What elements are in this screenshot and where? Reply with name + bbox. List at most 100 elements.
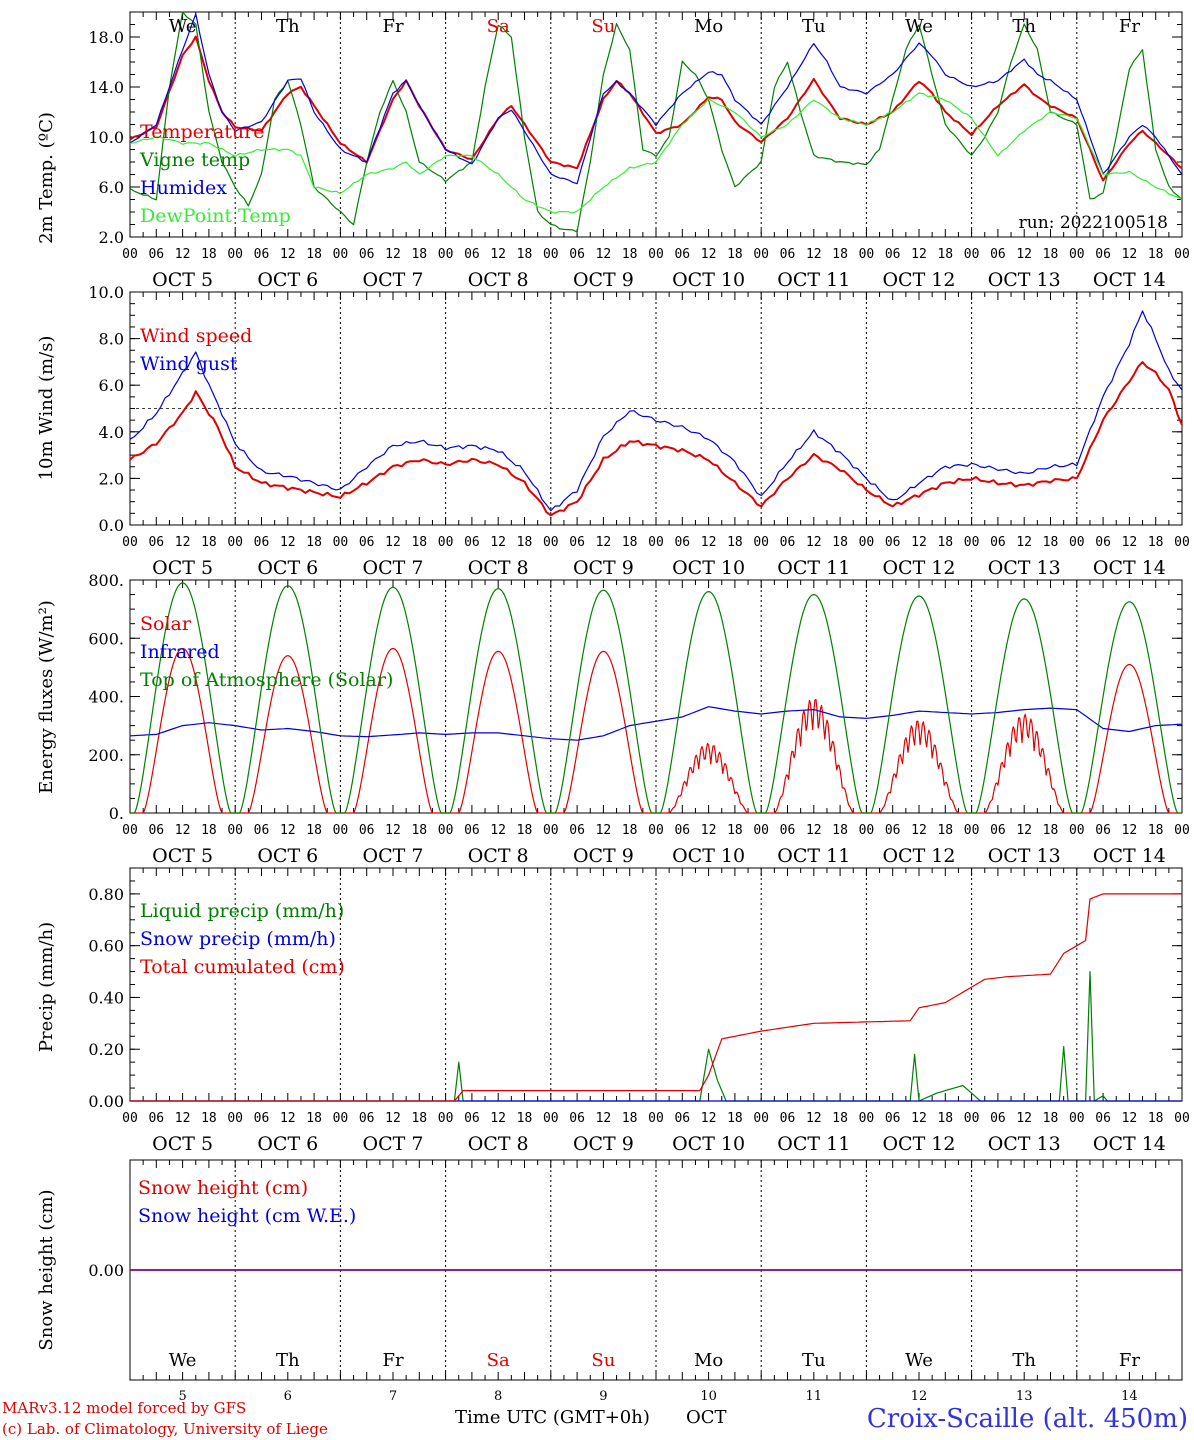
hour-tick-label: 18 bbox=[201, 247, 217, 262]
hour-tick-label: 06 bbox=[464, 535, 480, 550]
hour-tick-label: 12 bbox=[175, 1111, 191, 1126]
hour-tick-label: 06 bbox=[780, 535, 796, 550]
hour-tick-label: 06 bbox=[1095, 535, 1111, 550]
hour-tick-label: 00 bbox=[859, 247, 875, 262]
hour-tick-label: 06 bbox=[569, 247, 585, 262]
date-label: OCT 7 bbox=[363, 1133, 424, 1155]
hour-tick-label: 00 bbox=[964, 823, 980, 838]
panel-3: 0. 200. 400. 600. 800. Energy fluxes (W/m²) So… bbox=[36, 571, 1190, 867]
hour-tick-label: 06 bbox=[674, 535, 690, 550]
hour-tick-label: 12 bbox=[385, 247, 401, 262]
hour-tick-label: 06 bbox=[990, 1111, 1006, 1126]
hour-tick-label: 06 bbox=[674, 247, 690, 262]
day-name: Su bbox=[591, 16, 615, 37]
hour-tick-label: 00 bbox=[648, 247, 664, 262]
hour-tick-label: 06 bbox=[254, 535, 270, 550]
hour-tick-label: 12 bbox=[1122, 1111, 1138, 1126]
date-label: OCT 7 bbox=[363, 269, 424, 291]
legend-entry: Snow height (cm) bbox=[138, 1177, 308, 1199]
hour-tick-label: 18 bbox=[306, 1111, 322, 1126]
series-line bbox=[129, 361, 1183, 517]
date-label: OCT 6 bbox=[257, 269, 318, 291]
hour-tick-label: 12 bbox=[701, 823, 717, 838]
hour-tick-label: 00 bbox=[543, 823, 559, 838]
day-name: We bbox=[905, 1350, 933, 1371]
hour-tick-label: 00 bbox=[543, 247, 559, 262]
day-number: 14 bbox=[1121, 1389, 1138, 1404]
date-label: OCT 9 bbox=[573, 1133, 634, 1155]
hour-tick-label: 12 bbox=[1016, 823, 1032, 838]
date-label: OCT 5 bbox=[152, 845, 213, 867]
hour-tick-label: 06 bbox=[359, 535, 375, 550]
hour-tick-label: 00 bbox=[964, 247, 980, 262]
hour-tick-label: 12 bbox=[1016, 1111, 1032, 1126]
hour-tick-label: 00 bbox=[122, 1111, 138, 1126]
legend-entry: Infrared bbox=[140, 641, 220, 663]
date-label: OCT 7 bbox=[363, 557, 424, 579]
day-name: Fr bbox=[382, 1350, 403, 1371]
hour-tick-label: 18 bbox=[1043, 247, 1059, 262]
date-label: OCT 11 bbox=[777, 1133, 850, 1155]
date-label: OCT 14 bbox=[1093, 269, 1166, 291]
hour-tick-label: 06 bbox=[148, 247, 164, 262]
date-label: OCT 11 bbox=[777, 557, 850, 579]
hour-tick-label: 18 bbox=[306, 823, 322, 838]
hour-tick-label: 12 bbox=[596, 1111, 612, 1126]
hour-tick-label: 06 bbox=[569, 535, 585, 550]
hour-tick-label: 12 bbox=[490, 1111, 506, 1126]
hour-tick-label: 18 bbox=[622, 247, 638, 262]
day-name: Th bbox=[1012, 1350, 1036, 1371]
legend-entry: Vigne temp bbox=[139, 149, 250, 171]
hour-tick-label: 18 bbox=[832, 247, 848, 262]
hour-tick-label: 00 bbox=[1069, 1111, 1085, 1126]
date-label: OCT 5 bbox=[152, 557, 213, 579]
day-name: Fr bbox=[1119, 1350, 1140, 1371]
hour-tick-label: 00 bbox=[648, 535, 664, 550]
series-line bbox=[129, 13, 1183, 185]
hour-tick-label: 18 bbox=[201, 1111, 217, 1126]
hour-tick-label: 12 bbox=[385, 1111, 401, 1126]
day-name: Tu bbox=[802, 1350, 826, 1371]
legend-entry: Humidex bbox=[140, 177, 227, 199]
hour-tick-label: 06 bbox=[359, 1111, 375, 1126]
x-axis-month: OCT bbox=[686, 1407, 727, 1428]
hour-tick-label: 18 bbox=[517, 535, 533, 550]
hour-tick-label: 06 bbox=[780, 823, 796, 838]
y-tick-label: 600. bbox=[88, 629, 124, 648]
hour-tick-label: 00 bbox=[543, 1111, 559, 1126]
legend-entry: Wind gust bbox=[140, 353, 238, 375]
hour-tick-label: 18 bbox=[622, 823, 638, 838]
hour-tick-label: 00 bbox=[438, 823, 454, 838]
hour-tick-label: 06 bbox=[464, 823, 480, 838]
hour-tick-label: 00 bbox=[438, 247, 454, 262]
hour-tick-label: 06 bbox=[885, 823, 901, 838]
date-label: OCT 14 bbox=[1093, 557, 1166, 579]
date-label: OCT 7 bbox=[363, 845, 424, 867]
hour-tick-label: 06 bbox=[674, 823, 690, 838]
series-line bbox=[129, 35, 1183, 182]
y-tick-label: 0.20 bbox=[88, 1040, 124, 1059]
hour-tick-label: 12 bbox=[175, 823, 191, 838]
hour-tick-label: 18 bbox=[727, 535, 743, 550]
hour-tick-label: 06 bbox=[990, 247, 1006, 262]
day-number: 10 bbox=[700, 1389, 717, 1404]
hour-tick-label: 06 bbox=[359, 823, 375, 838]
hour-tick-label: 18 bbox=[1148, 247, 1164, 262]
hour-tick-label: 00 bbox=[1174, 1111, 1190, 1126]
hour-tick-label: 06 bbox=[569, 1111, 585, 1126]
y-tick-label: 0.00 bbox=[88, 1261, 124, 1280]
y-tick-label: 0.40 bbox=[88, 988, 124, 1007]
y-tick-label: 400. bbox=[88, 688, 124, 707]
y-tick-label: 8.0 bbox=[99, 330, 124, 349]
day-name: Sa bbox=[487, 1350, 510, 1371]
hour-tick-label: 06 bbox=[569, 823, 585, 838]
hour-tick-label: 00 bbox=[1174, 823, 1190, 838]
hour-tick-label: 18 bbox=[937, 247, 953, 262]
day-number: 8 bbox=[494, 1389, 502, 1404]
date-label: OCT 6 bbox=[257, 1133, 318, 1155]
y-axis-title: Energy fluxes (W/m²) bbox=[36, 600, 57, 794]
y-tick-label: 6.0 bbox=[99, 376, 124, 395]
legend-entry: Top of Atmosphere (Solar) bbox=[140, 669, 393, 691]
y-tick-label: 0. bbox=[109, 804, 124, 823]
y-axis-title: Precip (mm/h) bbox=[36, 922, 57, 1052]
